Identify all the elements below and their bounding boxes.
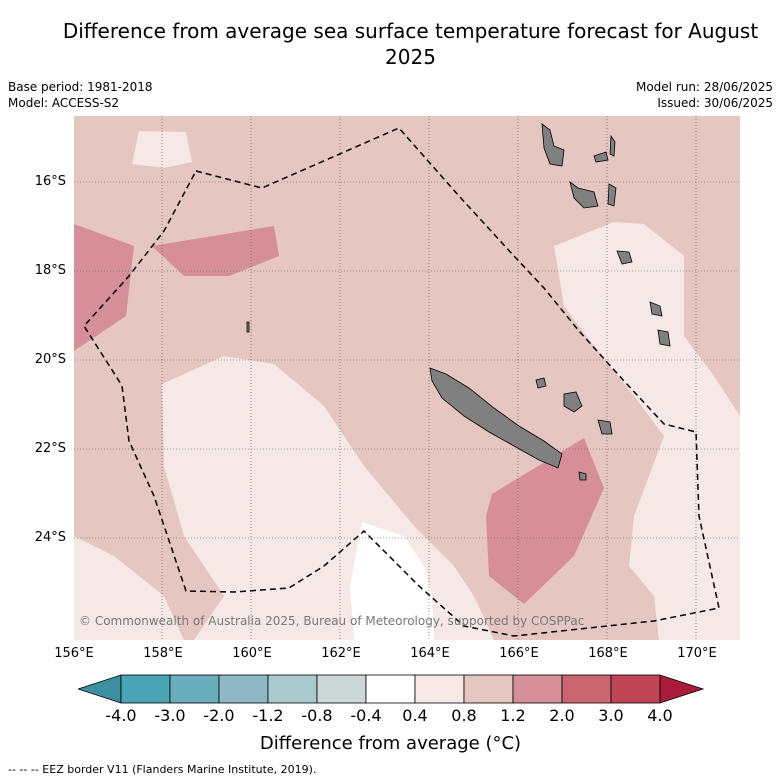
islet-1 <box>578 471 587 481</box>
vanuatu-island-4 <box>593 151 609 163</box>
landmasses <box>246 123 671 481</box>
sst-anomaly-map <box>74 116 740 640</box>
colorbar-extend-high <box>659 674 705 704</box>
anomaly-patch-light-east <box>554 222 740 640</box>
map-svg <box>74 116 740 640</box>
colorbar-cell <box>463 674 514 704</box>
colorbar-tick-label: -2.0 <box>203 706 235 725</box>
vanuatu-island-7 <box>649 301 663 317</box>
anomaly-patch-neutral <box>350 522 434 640</box>
colorbar-tick-label: -0.8 <box>301 706 333 725</box>
colorbar-tick-label: -3.0 <box>154 706 186 725</box>
map-title: Difference from average sea surface temp… <box>62 19 759 69</box>
colorbar <box>78 674 705 704</box>
colorbar-tick-label: 2.0 <box>549 706 575 725</box>
lon-label: 164°E <box>410 646 450 661</box>
eez-border <box>83 127 720 637</box>
colorbar-cell <box>365 674 416 704</box>
new-caledonia <box>429 367 563 469</box>
colorbar-cell <box>610 674 661 704</box>
colorbar-cell <box>561 674 612 704</box>
lat-label: 20°S <box>34 352 66 367</box>
lon-label: 158°E <box>143 646 183 661</box>
meta-right: Model run: 28/06/2025 Issued: 30/06/2025 <box>636 79 773 111</box>
colorbar-tick-label: 0.8 <box>451 706 477 725</box>
anomaly-patch-west <box>74 224 134 351</box>
colorbar-tick-label: -4.0 <box>105 706 137 725</box>
loyalty-island-2 <box>597 419 613 435</box>
anomaly-patch-light-sw <box>74 536 184 640</box>
colorbar-tick-label: 3.0 <box>598 706 624 725</box>
lon-label: 156°E <box>54 646 94 661</box>
loyalty-island-3 <box>535 377 547 389</box>
vanuatu-island-6 <box>616 250 633 265</box>
colorbar-cell <box>267 674 318 704</box>
base-period: Base period: 1981-2018 <box>8 80 153 94</box>
colorbar-cell <box>414 674 465 704</box>
lat-label: 22°S <box>34 441 66 456</box>
vanuatu-island-2 <box>569 181 599 209</box>
gridlines <box>74 116 740 640</box>
eez-legend: -- -- -- EEZ border V11 (Flanders Marine… <box>8 763 317 776</box>
islet-2 <box>246 321 250 333</box>
vanuatu-island-3 <box>607 183 617 207</box>
issued-date: Issued: 30/06/2025 <box>657 96 773 110</box>
lat-label: 18°S <box>34 263 66 278</box>
lat-label: 16°S <box>34 174 66 189</box>
meta-left: Base period: 1981-2018 Model: ACCESS-S2 <box>8 79 153 111</box>
colorbar-tick-label: -1.2 <box>252 706 284 725</box>
anomaly-patch-east <box>486 438 604 604</box>
colorbar-cell <box>218 674 269 704</box>
vanuatu-island-8 <box>657 329 671 347</box>
lon-label: 162°E <box>321 646 361 661</box>
colorbar-tick-label: 1.2 <box>500 706 526 725</box>
colorbar-tick-label: -0.4 <box>350 706 382 725</box>
vanuatu-island-1 <box>541 123 565 167</box>
colorbar-tick-label: 4.0 <box>647 706 673 725</box>
model-name: Model: ACCESS-S2 <box>8 96 120 110</box>
colorbar-cell <box>316 674 367 704</box>
lon-label: 168°E <box>588 646 628 661</box>
vanuatu-island-5 <box>609 134 616 157</box>
credit-text: © Commonwealth of Australia 2025, Bureau… <box>79 614 585 628</box>
lat-label: 24°S <box>34 530 66 545</box>
anomaly-patch-north <box>152 226 279 276</box>
colorbar-cell <box>120 674 171 704</box>
colorbar-tick-label: 0.4 <box>402 706 428 725</box>
lon-label: 166°E <box>499 646 539 661</box>
lon-label: 160°E <box>232 646 272 661</box>
colorbar-extend-low <box>78 674 122 704</box>
model-run: Model run: 28/06/2025 <box>635 80 773 94</box>
colorbar-cell <box>512 674 563 704</box>
lon-label: 170°E <box>677 646 717 661</box>
colorbar-cell <box>169 674 220 704</box>
colorbar-label: Difference from average (°C) <box>259 733 522 754</box>
loyalty-island-1 <box>563 391 583 413</box>
